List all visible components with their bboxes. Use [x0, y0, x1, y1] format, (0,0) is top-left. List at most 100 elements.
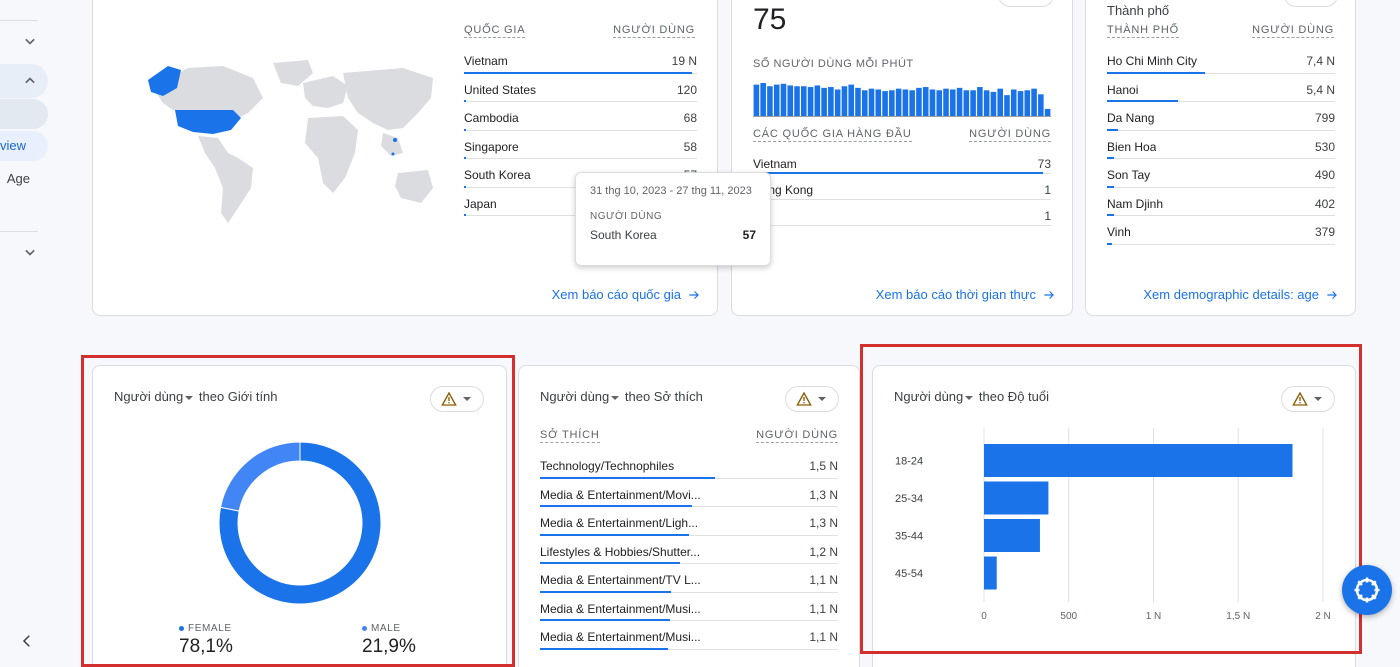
column-header-top-countries[interactable]: CÁC QUỐC GIA HÀNG ĐẦU: [753, 128, 912, 142]
row-value: 120: [676, 82, 697, 97]
caret-down-icon: [818, 397, 826, 401]
row-share-bar: [540, 647, 668, 650]
world-map[interactable]: [133, 58, 438, 233]
age-bar-chart[interactable]: 0 500 1 N 1,5 N 2 N 18-24 25-34 35-44 45-54: [873, 424, 1343, 634]
table-row[interactable]: Media & Entertainment/Musi... 1,1 N: [540, 621, 838, 650]
age-bar: [984, 444, 1293, 477]
minute-bar: [990, 91, 997, 117]
minute-bar: [861, 90, 868, 117]
arrow-right-icon: [1327, 290, 1337, 299]
row-label: United States: [464, 82, 537, 97]
caret-down-icon[interactable]: [611, 395, 620, 400]
minute-bar: [828, 87, 834, 117]
table-row[interactable]: United States 120: [464, 74, 697, 102]
row-label: Bien Hoa: [1107, 139, 1157, 154]
table-row[interactable]: Ho Chi Minh City 7,4 N: [1107, 45, 1335, 74]
realtime-options-button[interactable]: [998, 0, 1054, 7]
caret-down-icon[interactable]: [965, 395, 974, 400]
collapse-sidebar-icon[interactable]: [18, 632, 36, 650]
donut-slice-male: [219, 441, 301, 512]
minute-bar: [895, 88, 902, 117]
table-row[interactable]: Media & Entertainment/Movi... 1,3 N: [540, 479, 838, 507]
table-row[interactable]: Media & Entertainment/Ligh... 1,3 N: [540, 507, 838, 536]
map-tooltip: 31 thg 10, 2023 - 27 thg 11, 2023 NGƯỜI …: [575, 172, 771, 266]
x-tick-label: 500: [1060, 611, 1077, 622]
column-header-users[interactable]: NGƯỜI DÙNG: [756, 429, 838, 443]
row-label: Media & Entertainment/Musi...: [540, 630, 701, 644]
table-row[interactable]: Singapore 58: [464, 131, 697, 159]
row-share-bar: [540, 562, 680, 564]
table-row[interactable]: Cambodia 68: [464, 102, 697, 131]
country-report-link[interactable]: Xem báo cáo quốc gia: [552, 287, 701, 302]
table-row[interactable]: Vietnam 19 N: [464, 45, 697, 74]
chevron-up-icon[interactable]: [20, 71, 40, 91]
row-label: Media & Entertainment/Musi...: [540, 601, 701, 616]
metric-selector[interactable]: Người dùng: [540, 389, 610, 404]
row-label: South Korea: [464, 168, 531, 182]
table-row[interactable]: Media & Entertainment/Musi... 1,1 N: [540, 593, 838, 621]
column-header-country[interactable]: QUỐC GIA: [464, 24, 526, 38]
caret-down-icon[interactable]: [185, 395, 194, 400]
row-share-bar: [540, 533, 689, 536]
highlight-box: [81, 355, 515, 667]
gender-card: Người dùng theo Giới tính FEMALE 78,1% M…: [92, 365, 507, 667]
data-quality-button[interactable]: [1281, 386, 1335, 412]
row-label: Japan: [464, 196, 497, 211]
minute-bar: [875, 89, 882, 117]
demographic-details-link[interactable]: Xem demographic details: age: [1143, 287, 1339, 302]
warning-icon: [796, 391, 812, 406]
gender-donut-chart[interactable]: [216, 439, 384, 607]
chevron-down-icon[interactable]: [20, 31, 40, 51]
table-row[interactable]: Vietnam 73: [753, 148, 1051, 174]
minute-bar: [1031, 88, 1037, 117]
table-row[interactable]: Da Nang 799: [1107, 102, 1335, 131]
table-row[interactable]: Hanoi 5,4 N: [1107, 74, 1335, 102]
table-row[interactable]: Hong Kong 1: [753, 174, 1051, 200]
metric-selector[interactable]: Người dùng: [114, 389, 184, 404]
sidebar-item-age[interactable]: Age: [6, 171, 30, 186]
table-row[interactable]: Media & Entertainment/TV L... 1,1 N: [540, 564, 838, 593]
data-quality-button[interactable]: [785, 386, 839, 412]
table-row[interactable]: Technology/Technophiles 1,5 N: [540, 450, 838, 479]
interest-card-title[interactable]: Người dùng theo Sở thích: [540, 389, 703, 404]
table-row[interactable]: Bien Hoa 530: [1107, 131, 1335, 159]
row-value: 402: [1314, 196, 1335, 211]
minute-bar: [936, 90, 943, 117]
column-header-users[interactable]: NGƯỜI DÙNG: [1252, 24, 1334, 38]
minute-bar: [909, 90, 915, 117]
column-header-users[interactable]: NGƯỜI DÙNG: [613, 24, 695, 38]
minute-bar: [963, 90, 970, 117]
insights-fab-button[interactable]: [1342, 565, 1392, 615]
row-value: 1,1 N: [809, 601, 838, 616]
sidebar-section-expanded[interactable]: [0, 64, 48, 98]
minute-bar: [841, 86, 848, 117]
table-row[interactable]: 1: [753, 200, 1051, 226]
row-value: 1,5 N: [809, 459, 838, 473]
table-row[interactable]: Son Tay 490: [1107, 159, 1335, 188]
age-card-title[interactable]: Người dùng theo Độ tuổi: [894, 389, 1049, 404]
metric-selector[interactable]: Người dùng: [894, 389, 964, 404]
tooltip-date-range: 31 thg 10, 2023 - 27 thg 11, 2023: [590, 185, 752, 197]
minute-bar: [780, 83, 787, 117]
legend-female-label: FEMALE: [188, 623, 232, 634]
chevron-down-icon[interactable]: [20, 242, 40, 262]
minute-bar: [753, 84, 760, 117]
table-row[interactable]: Nam Djinh 402: [1107, 188, 1335, 216]
column-header-users[interactable]: NGƯỜI DÙNG: [969, 128, 1051, 142]
sidebar-item[interactable]: [0, 99, 48, 129]
column-header-city[interactable]: THÀNH PHỐ: [1107, 24, 1179, 38]
row-label: Vietnam: [464, 54, 508, 68]
realtime-users-count: 75: [753, 3, 787, 36]
minute-bar: [821, 87, 827, 117]
gender-card-title[interactable]: Người dùng theo Giới tính: [114, 389, 278, 404]
sidebar-item-active[interactable]: view: [0, 131, 48, 161]
table-row[interactable]: Vinh 379: [1107, 216, 1335, 245]
users-per-minute-chart[interactable]: [753, 79, 1051, 117]
realtime-report-link[interactable]: Xem báo cáo thời gian thực: [876, 287, 1056, 302]
city-options-button[interactable]: [1284, 0, 1338, 7]
gender-card-title-rest: theo Giới tính: [198, 389, 278, 404]
row-value: 5,4 N: [1306, 82, 1335, 97]
data-quality-button[interactable]: [430, 386, 484, 412]
table-row[interactable]: Lifestyles & Hobbies/Shutter... 1,2 N: [540, 536, 838, 564]
column-header-interest[interactable]: SỞ THÍCH: [540, 429, 600, 443]
